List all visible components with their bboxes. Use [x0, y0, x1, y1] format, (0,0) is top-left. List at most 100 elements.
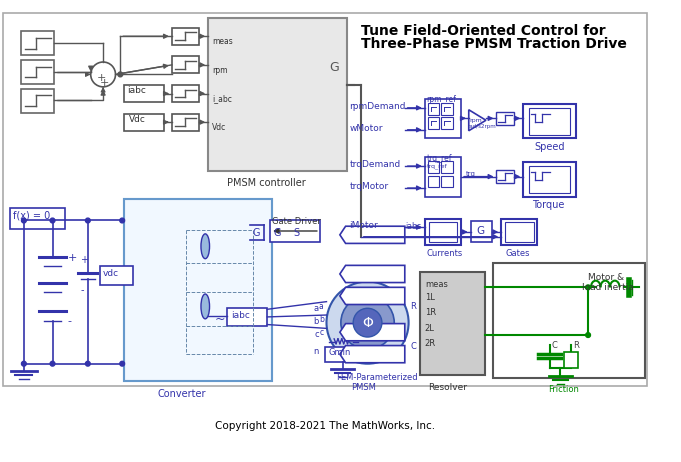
Bar: [325, 346, 361, 362]
Text: Gates: Gates: [506, 249, 530, 258]
Text: iMotor: iMotor: [349, 221, 378, 231]
Bar: [208, 18, 347, 171]
Bar: [471, 221, 492, 243]
Circle shape: [118, 72, 123, 77]
Circle shape: [326, 282, 409, 364]
Bar: [523, 162, 575, 197]
Bar: [172, 56, 199, 73]
Circle shape: [586, 285, 590, 290]
Circle shape: [120, 218, 125, 223]
Text: rpmDemand: rpmDemand: [349, 102, 406, 111]
Bar: [441, 176, 452, 187]
Circle shape: [120, 361, 125, 366]
Text: ~: ~: [215, 313, 225, 326]
Text: 1R: 1R: [425, 308, 436, 317]
Bar: [428, 103, 439, 115]
Bar: [428, 176, 439, 187]
Bar: [529, 166, 570, 193]
Text: trq_ref: trq_ref: [427, 163, 447, 169]
Bar: [496, 112, 513, 125]
Text: c: c: [319, 328, 323, 337]
Text: iabc: iabc: [231, 311, 250, 320]
Bar: [501, 219, 537, 245]
Bar: [270, 220, 320, 242]
Text: 2L: 2L: [425, 323, 434, 333]
Text: Three-Phase PMSM Traction Drive: Three-Phase PMSM Traction Drive: [361, 37, 627, 51]
Bar: [441, 117, 452, 129]
Text: 2R: 2R: [425, 339, 436, 348]
Text: Tune Field-Oriented Control for: Tune Field-Oriented Control for: [361, 24, 605, 38]
Bar: [124, 85, 164, 102]
Bar: [523, 104, 575, 139]
Text: Copyright 2018-2021 The MathWorks, Inc.: Copyright 2018-2021 The MathWorks, Inc.: [215, 421, 435, 431]
Text: R: R: [573, 341, 579, 350]
Bar: [21, 31, 54, 55]
Circle shape: [50, 361, 55, 366]
Text: Speed: Speed: [535, 142, 565, 152]
Text: +: +: [97, 73, 106, 84]
Text: a: a: [319, 302, 323, 310]
Circle shape: [85, 218, 90, 223]
Circle shape: [85, 361, 90, 366]
Text: meas: meas: [212, 37, 233, 46]
Text: -: -: [68, 316, 72, 326]
Text: meas: meas: [425, 280, 447, 289]
Bar: [21, 60, 54, 84]
Text: b: b: [313, 317, 319, 326]
Text: b: b: [319, 315, 323, 324]
Text: +: +: [80, 255, 89, 265]
Polygon shape: [469, 110, 486, 131]
Text: rpm: rpm: [470, 118, 482, 123]
Text: trqDemand: trqDemand: [349, 160, 400, 170]
Text: f(x) = 0: f(x) = 0: [14, 211, 50, 221]
Circle shape: [91, 62, 116, 87]
Bar: [172, 28, 199, 45]
Polygon shape: [340, 226, 405, 243]
Polygon shape: [340, 346, 405, 363]
Text: Currents: Currents: [427, 249, 463, 258]
Bar: [227, 308, 268, 326]
Ellipse shape: [201, 294, 210, 319]
Text: trqMotor: trqMotor: [349, 182, 389, 191]
Text: R: R: [411, 302, 416, 310]
Text: C: C: [552, 341, 558, 350]
Bar: [21, 89, 54, 113]
Text: n: n: [313, 347, 319, 357]
Bar: [420, 272, 485, 375]
Bar: [425, 219, 461, 245]
Bar: [428, 222, 458, 242]
Bar: [124, 114, 164, 131]
Text: Friction: Friction: [548, 385, 579, 394]
Bar: [565, 352, 577, 367]
Bar: [529, 108, 570, 134]
Text: PMSM controller: PMSM controller: [227, 178, 306, 188]
Text: Vdc: Vdc: [212, 123, 226, 132]
Polygon shape: [340, 323, 405, 341]
Text: iabc: iabc: [405, 222, 421, 231]
Text: rad/s2rpm: rad/s2rpm: [468, 124, 496, 129]
Text: rpm: rpm: [212, 66, 227, 75]
Bar: [100, 266, 133, 286]
Text: rpm_ref: rpm_ref: [427, 96, 457, 104]
Text: trq: trq: [466, 171, 476, 177]
Text: c: c: [314, 330, 319, 339]
Text: Resolver: Resolver: [428, 383, 466, 392]
Bar: [124, 200, 272, 381]
Text: Motor &: Motor &: [588, 273, 624, 282]
Polygon shape: [340, 265, 405, 283]
Text: trq_ref: trq_ref: [427, 154, 452, 163]
Circle shape: [22, 361, 27, 366]
Text: Gmin: Gmin: [328, 348, 351, 358]
Circle shape: [586, 333, 590, 337]
Bar: [441, 161, 452, 173]
Bar: [492, 263, 646, 378]
Text: Φ: Φ: [362, 316, 373, 330]
Bar: [425, 99, 461, 139]
Polygon shape: [340, 287, 405, 304]
Bar: [425, 158, 461, 197]
Text: +: +: [99, 78, 109, 88]
Bar: [441, 103, 452, 115]
Bar: [10, 208, 65, 229]
Text: vdc: vdc: [103, 269, 119, 278]
Text: i_abc: i_abc: [212, 95, 232, 103]
